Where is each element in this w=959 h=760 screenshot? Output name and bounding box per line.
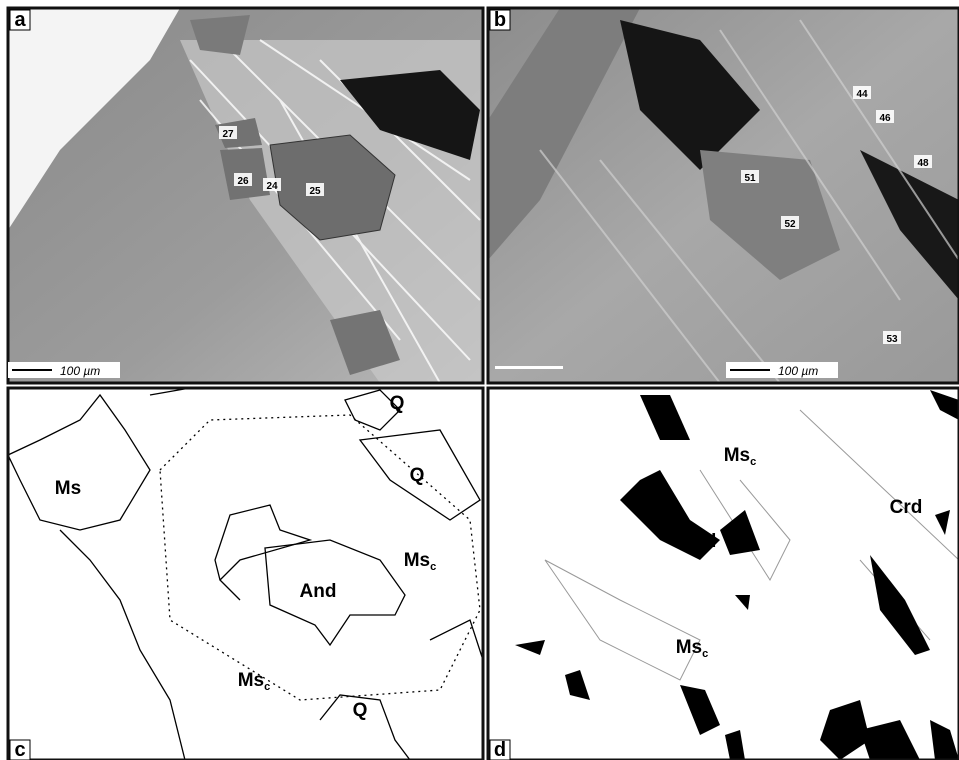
panel-label: c — [14, 739, 25, 760]
spot-label-box — [781, 216, 799, 229]
phase-label: And — [300, 581, 337, 602]
spot-label: 48 — [917, 158, 929, 169]
phase-name: Ms — [724, 445, 750, 466]
phase-subscript: c — [430, 561, 436, 573]
phase-subscript: c — [264, 681, 270, 693]
spot-label: 27 — [222, 129, 234, 140]
phase-subscript: c — [702, 648, 708, 660]
phase-subscript: c — [750, 456, 756, 468]
phase-name: And — [300, 581, 337, 602]
spot-label-box — [914, 155, 932, 168]
panel-label-box — [489, 739, 511, 760]
micrograph-b — [488, 8, 959, 384]
spot-label-box — [219, 126, 237, 139]
phase-name: Ms — [55, 478, 81, 499]
phase-name: Ms — [676, 637, 702, 658]
spot-label-box — [741, 170, 759, 183]
spot-label: 46 — [879, 113, 891, 124]
phase-label: Crd — [890, 497, 923, 518]
panel-label: d — [494, 739, 506, 760]
panel-borders — [6, 6, 959, 760]
phase-label: Q — [353, 700, 368, 721]
scale-bar-label: 100 µm — [778, 364, 818, 378]
spot-label: 24 — [266, 181, 278, 192]
phase-label: Msc — [404, 550, 437, 573]
phase-name: Ms — [404, 550, 430, 571]
micrograph-a — [8, 8, 483, 384]
scale-bar-box — [8, 362, 120, 378]
phase-label: Ms — [55, 478, 81, 499]
phase-label: Q — [410, 465, 425, 486]
panel-label: a — [14, 9, 26, 31]
spot-label-box — [263, 178, 281, 191]
drawing-d — [488, 388, 959, 760]
phase-label: Msc — [676, 637, 709, 660]
panel-label: b — [494, 9, 506, 31]
spot-label-box — [853, 86, 871, 99]
scale-bar-label: 100 µm — [60, 364, 100, 378]
phase-name: Crd — [890, 497, 923, 518]
spot-label: 44 — [856, 89, 868, 100]
phase-label: Q — [390, 393, 405, 414]
spot-label: 52 — [784, 219, 796, 230]
spot-label-box — [883, 331, 901, 344]
spot-label: 26 — [237, 176, 249, 187]
spot-label-box — [306, 183, 324, 196]
spot-label: 25 — [309, 186, 321, 197]
phase-label: Msc — [724, 445, 757, 468]
drawing-c — [7, 387, 484, 760]
panel-label-box — [9, 739, 31, 760]
panel-label-box — [489, 9, 511, 31]
phase-name: Crd — [684, 531, 717, 552]
phase-name: Ms — [238, 670, 264, 691]
phase-name: Q — [390, 393, 405, 414]
panel-label-box — [9, 9, 31, 31]
scale-bar-box — [726, 362, 838, 378]
spot-label: 51 — [744, 173, 756, 184]
spot-label-box — [234, 173, 252, 186]
spot-label-box — [876, 110, 894, 123]
phase-label: Crd — [684, 531, 717, 552]
phase-name: Q — [353, 700, 368, 721]
spot-label: 53 — [886, 334, 898, 345]
phase-label: Msc — [238, 670, 271, 693]
phase-name: Q — [410, 465, 425, 486]
